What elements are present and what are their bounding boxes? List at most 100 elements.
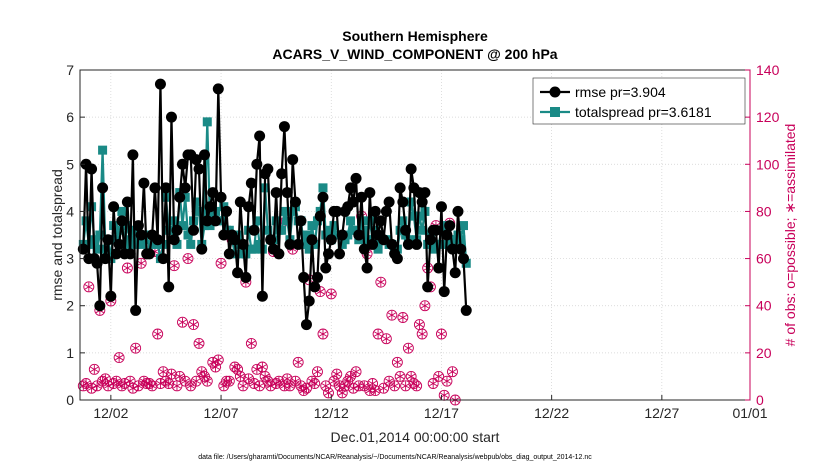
y2-tick-label: 100 bbox=[756, 156, 780, 172]
obs-assimilated-point bbox=[258, 362, 267, 372]
rmse-point bbox=[444, 220, 456, 232]
obs-assimilated-point bbox=[103, 381, 113, 391]
obs-assimilated-point bbox=[252, 364, 261, 374]
obs-assimilated-point bbox=[148, 381, 157, 391]
rmse-point bbox=[218, 229, 230, 241]
obs-assimilated-point bbox=[170, 261, 179, 271]
obs-possible-point bbox=[435, 328, 447, 340]
obs-assimilated-point bbox=[92, 381, 102, 391]
obs-possible-point bbox=[391, 356, 403, 368]
obs-possible-point bbox=[419, 300, 431, 312]
rmse-point bbox=[188, 224, 200, 236]
rmse-point bbox=[278, 121, 290, 133]
rmse-point bbox=[240, 271, 252, 283]
y-tick-label: 2 bbox=[66, 298, 74, 314]
legend-box bbox=[532, 77, 746, 125]
totalspread-point bbox=[398, 216, 408, 226]
obs-assimilated-point bbox=[387, 310, 396, 320]
obs-assimilated-point bbox=[236, 371, 245, 381]
rmse-point bbox=[135, 229, 147, 241]
rmse-point bbox=[163, 281, 175, 293]
chart-title: Southern Hemisphere bbox=[342, 28, 488, 44]
rmse-point bbox=[86, 163, 98, 175]
obs-assimilated-point bbox=[134, 381, 143, 391]
obs-possible-point bbox=[292, 356, 304, 368]
obs-possible-point bbox=[83, 281, 95, 293]
obs-assimilated-point bbox=[318, 329, 328, 339]
obs-assimilated-point bbox=[120, 379, 129, 388]
rmse-point bbox=[314, 210, 326, 222]
obs-assimilated-point bbox=[379, 383, 388, 393]
obs-possible-point bbox=[193, 337, 205, 349]
rmse-point bbox=[422, 281, 434, 293]
rmse-point bbox=[116, 215, 128, 227]
obs-assimilated-point bbox=[172, 381, 182, 391]
obs-assimilated-point bbox=[401, 381, 410, 391]
obs-possible-point bbox=[306, 375, 318, 387]
rmse-point bbox=[143, 248, 155, 260]
rmse-point bbox=[201, 215, 213, 227]
obs-assimilated-point bbox=[186, 381, 195, 391]
totalspread-point bbox=[122, 221, 132, 231]
rmse-point bbox=[160, 182, 172, 194]
rmse-point bbox=[91, 257, 103, 269]
obs-assimilated-point bbox=[274, 376, 284, 386]
totalspread-point bbox=[230, 249, 240, 259]
rmse-point bbox=[176, 158, 188, 170]
legend-totalspread-marker bbox=[550, 107, 560, 117]
rmse-point bbox=[353, 229, 365, 241]
y-tick-label: 7 bbox=[66, 62, 74, 78]
obs-possible-point bbox=[325, 288, 337, 300]
obs-assimilated-point bbox=[283, 374, 292, 384]
obs-assimilated-point bbox=[244, 374, 253, 384]
totalspread-point bbox=[428, 244, 438, 254]
obs-possible-point bbox=[427, 378, 439, 389]
obs-assimilated-point bbox=[420, 301, 430, 311]
obs-possible-point bbox=[177, 316, 188, 328]
obs-possible-point bbox=[411, 380, 423, 392]
rmse-point bbox=[309, 281, 321, 293]
rmse-point bbox=[210, 215, 222, 227]
obs-possible-point bbox=[182, 253, 194, 265]
rmse-point bbox=[292, 238, 304, 250]
rmse-point bbox=[232, 267, 244, 279]
rmse-point bbox=[435, 201, 447, 213]
rmse-point bbox=[77, 243, 89, 255]
obs-possible-point bbox=[138, 375, 150, 387]
obs-assimilated-point bbox=[418, 329, 427, 339]
obs-assimilated-point bbox=[285, 381, 295, 391]
totalspread-point bbox=[202, 117, 212, 127]
y-axis-label: rmse and totalspread bbox=[49, 169, 65, 301]
rmse-point bbox=[419, 187, 431, 199]
obs-assimilated-point bbox=[189, 320, 198, 330]
rmse-point bbox=[204, 201, 216, 213]
rmse-point bbox=[303, 295, 315, 307]
obs-assimilated-point bbox=[137, 258, 146, 268]
totalspread-point bbox=[323, 225, 333, 235]
rmse-point bbox=[325, 234, 337, 246]
obs-assimilated-point bbox=[255, 381, 264, 391]
totalspread-point bbox=[131, 239, 141, 249]
obs-assimilated-point bbox=[214, 355, 223, 365]
obs-assimilated-point bbox=[332, 369, 341, 379]
obs-possible-point bbox=[143, 378, 155, 389]
rmse-point bbox=[251, 158, 263, 170]
rmse-point bbox=[105, 290, 117, 302]
obs-possible-point bbox=[265, 380, 277, 392]
totalspread-point bbox=[147, 239, 157, 249]
totalspread-point bbox=[373, 244, 383, 254]
obs-assimilated-point bbox=[266, 381, 275, 391]
y-tick-label: 3 bbox=[66, 251, 74, 267]
rmse-point bbox=[256, 290, 268, 302]
rmse-point bbox=[237, 238, 249, 250]
rmse-point bbox=[248, 224, 260, 236]
rmse-point bbox=[320, 262, 332, 274]
footnote: data file: /Users/gharamti/Documents/NCA… bbox=[198, 454, 592, 461]
obs-assimilated-point bbox=[178, 317, 187, 327]
rmse-point bbox=[306, 234, 318, 246]
rmse-point bbox=[281, 187, 293, 199]
obs-possible-point bbox=[301, 382, 312, 394]
obs-assimilated-point bbox=[90, 364, 99, 374]
obs-possible-point bbox=[248, 378, 260, 389]
chart-subtitle: ACARS_V_WIND_COMPONENT @ 200 hPa bbox=[272, 46, 557, 62]
